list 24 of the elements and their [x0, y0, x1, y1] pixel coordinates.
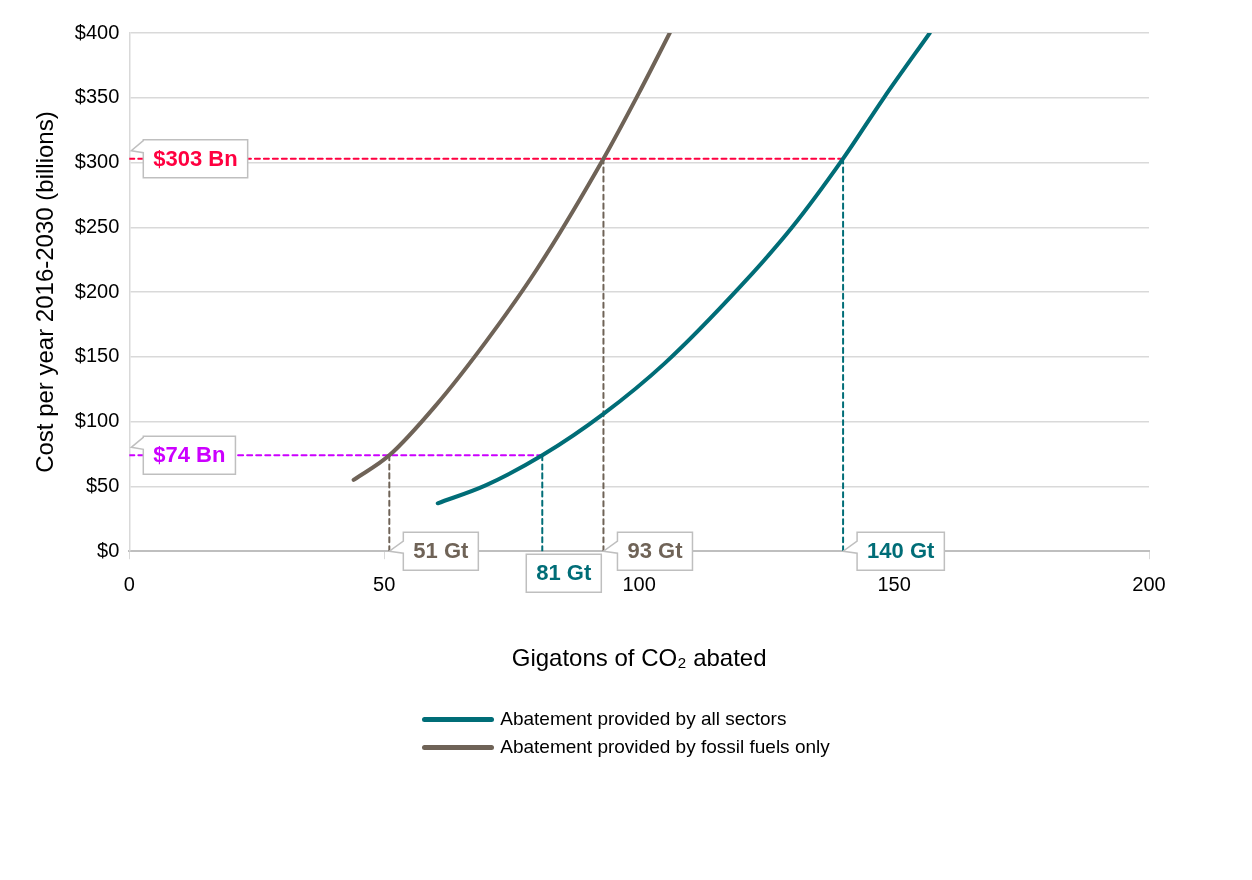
annotation: 51 Gt: [413, 538, 470, 564]
annotation: $303 Bn: [153, 145, 238, 171]
annotation: $74 Bn: [153, 442, 226, 468]
annotation: 93 Gt: [627, 538, 684, 564]
annotation: 140 Gt: [867, 538, 936, 564]
x-tick-label: 200: [1132, 572, 1166, 595]
y-tick-label: $400: [74, 20, 120, 43]
x-tick-label: 150: [877, 572, 911, 595]
y-tick-label: $100: [74, 409, 120, 432]
x-axis-title: Gigatons of CO₂ abated: [511, 644, 767, 672]
x-tick-label: 100: [622, 572, 656, 595]
annotation: 81 Gt: [536, 560, 592, 586]
y-tick-label: $350: [74, 85, 120, 108]
y-tick-label: $150: [74, 344, 120, 367]
y-axis-title: Cost per year 2016-2030 (billions): [31, 111, 59, 473]
legend-label: Abatement provided by fossil fuels only: [500, 736, 830, 758]
y-tick-label: $0: [97, 538, 120, 561]
y-tick-label: $50: [85, 473, 120, 496]
x-tick-label: 50: [373, 572, 396, 595]
x-tick-label: 0: [123, 572, 135, 595]
y-tick-label: $250: [74, 214, 120, 237]
legend-label: Abatement provided by all sectors: [500, 708, 787, 730]
y-tick-label: $200: [74, 279, 120, 302]
y-tick-label: $300: [74, 150, 120, 173]
